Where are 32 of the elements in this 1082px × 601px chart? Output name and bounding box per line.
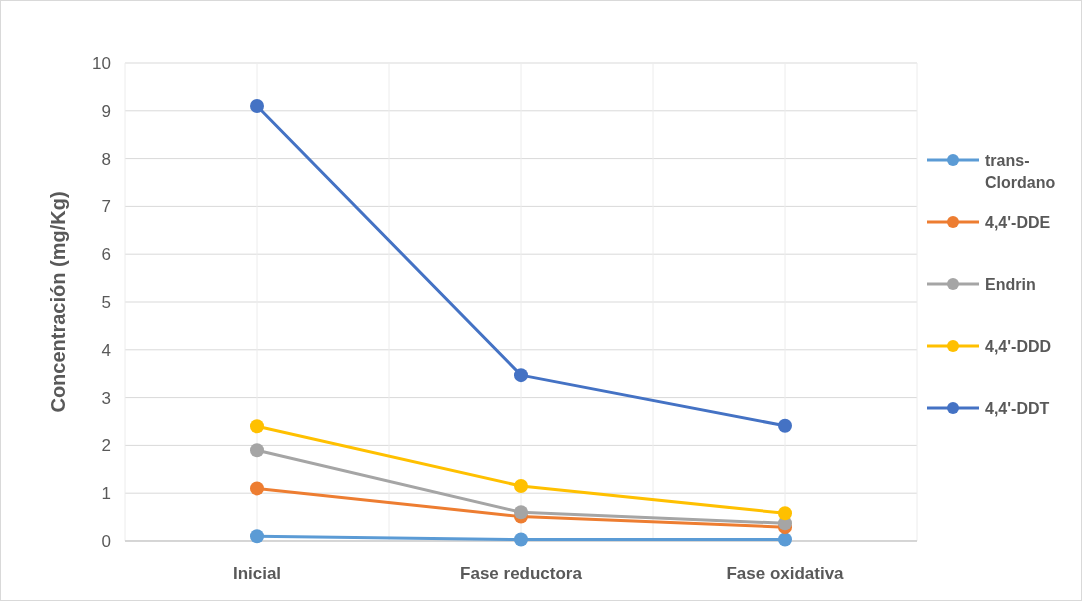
point: [250, 419, 264, 434]
y-tick-label: 7: [101, 197, 111, 217]
point: [250, 99, 264, 114]
legend-label: 4,4'-DDT: [985, 399, 1050, 417]
y-tick-label: 8: [101, 149, 111, 169]
point: [514, 479, 528, 494]
x-tick-label: Fase oxidativa: [726, 564, 845, 583]
point: [778, 506, 792, 521]
y-tick-label: 2: [101, 436, 111, 456]
y-tick-label: 6: [101, 245, 111, 265]
y-tick-label: 10: [92, 53, 111, 73]
point: [514, 505, 528, 520]
y-axis-title: Concentración (mg/Kg): [47, 191, 69, 413]
x-tick-label: Inicial: [232, 564, 282, 583]
point: [514, 368, 528, 383]
point: [778, 418, 792, 433]
y-tick-label: 5: [101, 292, 111, 312]
legend-label: 4,4'-DDE: [985, 213, 1051, 231]
point: [514, 532, 528, 547]
y-tick-label: 3: [101, 388, 111, 408]
point: [250, 443, 264, 458]
y-tick-label: 1: [101, 484, 111, 504]
legend-label: 4,4'-DDD: [985, 337, 1052, 355]
y-tick-label: 4: [101, 340, 111, 360]
y-tick-label: 9: [101, 101, 111, 121]
point: [778, 532, 792, 547]
x-tick-label: Fase reductora: [460, 564, 583, 583]
legend-label: trans-Clordano: [985, 151, 1056, 191]
y-tick-label: 0: [101, 531, 111, 551]
legend-label: Endrin: [985, 275, 1036, 293]
point: [250, 481, 264, 496]
point: [250, 529, 264, 544]
